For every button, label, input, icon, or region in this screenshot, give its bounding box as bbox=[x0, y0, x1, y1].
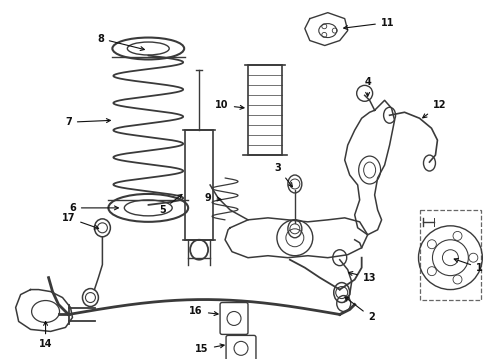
Text: 17: 17 bbox=[62, 213, 98, 229]
Text: 10: 10 bbox=[215, 100, 244, 110]
Text: 8: 8 bbox=[97, 33, 145, 50]
Text: 13: 13 bbox=[348, 271, 376, 283]
Bar bbox=[185, 130, 213, 240]
Text: 6: 6 bbox=[69, 203, 118, 213]
Text: 1: 1 bbox=[454, 258, 483, 273]
Text: 7: 7 bbox=[65, 117, 110, 127]
Text: 12: 12 bbox=[423, 100, 446, 118]
Bar bbox=[419, 210, 481, 300]
Text: 9: 9 bbox=[205, 193, 221, 203]
Bar bbox=[248, 66, 282, 155]
Text: 2: 2 bbox=[345, 297, 375, 323]
Text: 11: 11 bbox=[343, 18, 394, 30]
Text: 3: 3 bbox=[274, 163, 293, 187]
Text: 5: 5 bbox=[159, 194, 182, 215]
Text: 15: 15 bbox=[196, 344, 224, 354]
Text: 16: 16 bbox=[190, 306, 218, 316]
Text: 14: 14 bbox=[39, 321, 52, 349]
Text: 4: 4 bbox=[364, 77, 371, 96]
